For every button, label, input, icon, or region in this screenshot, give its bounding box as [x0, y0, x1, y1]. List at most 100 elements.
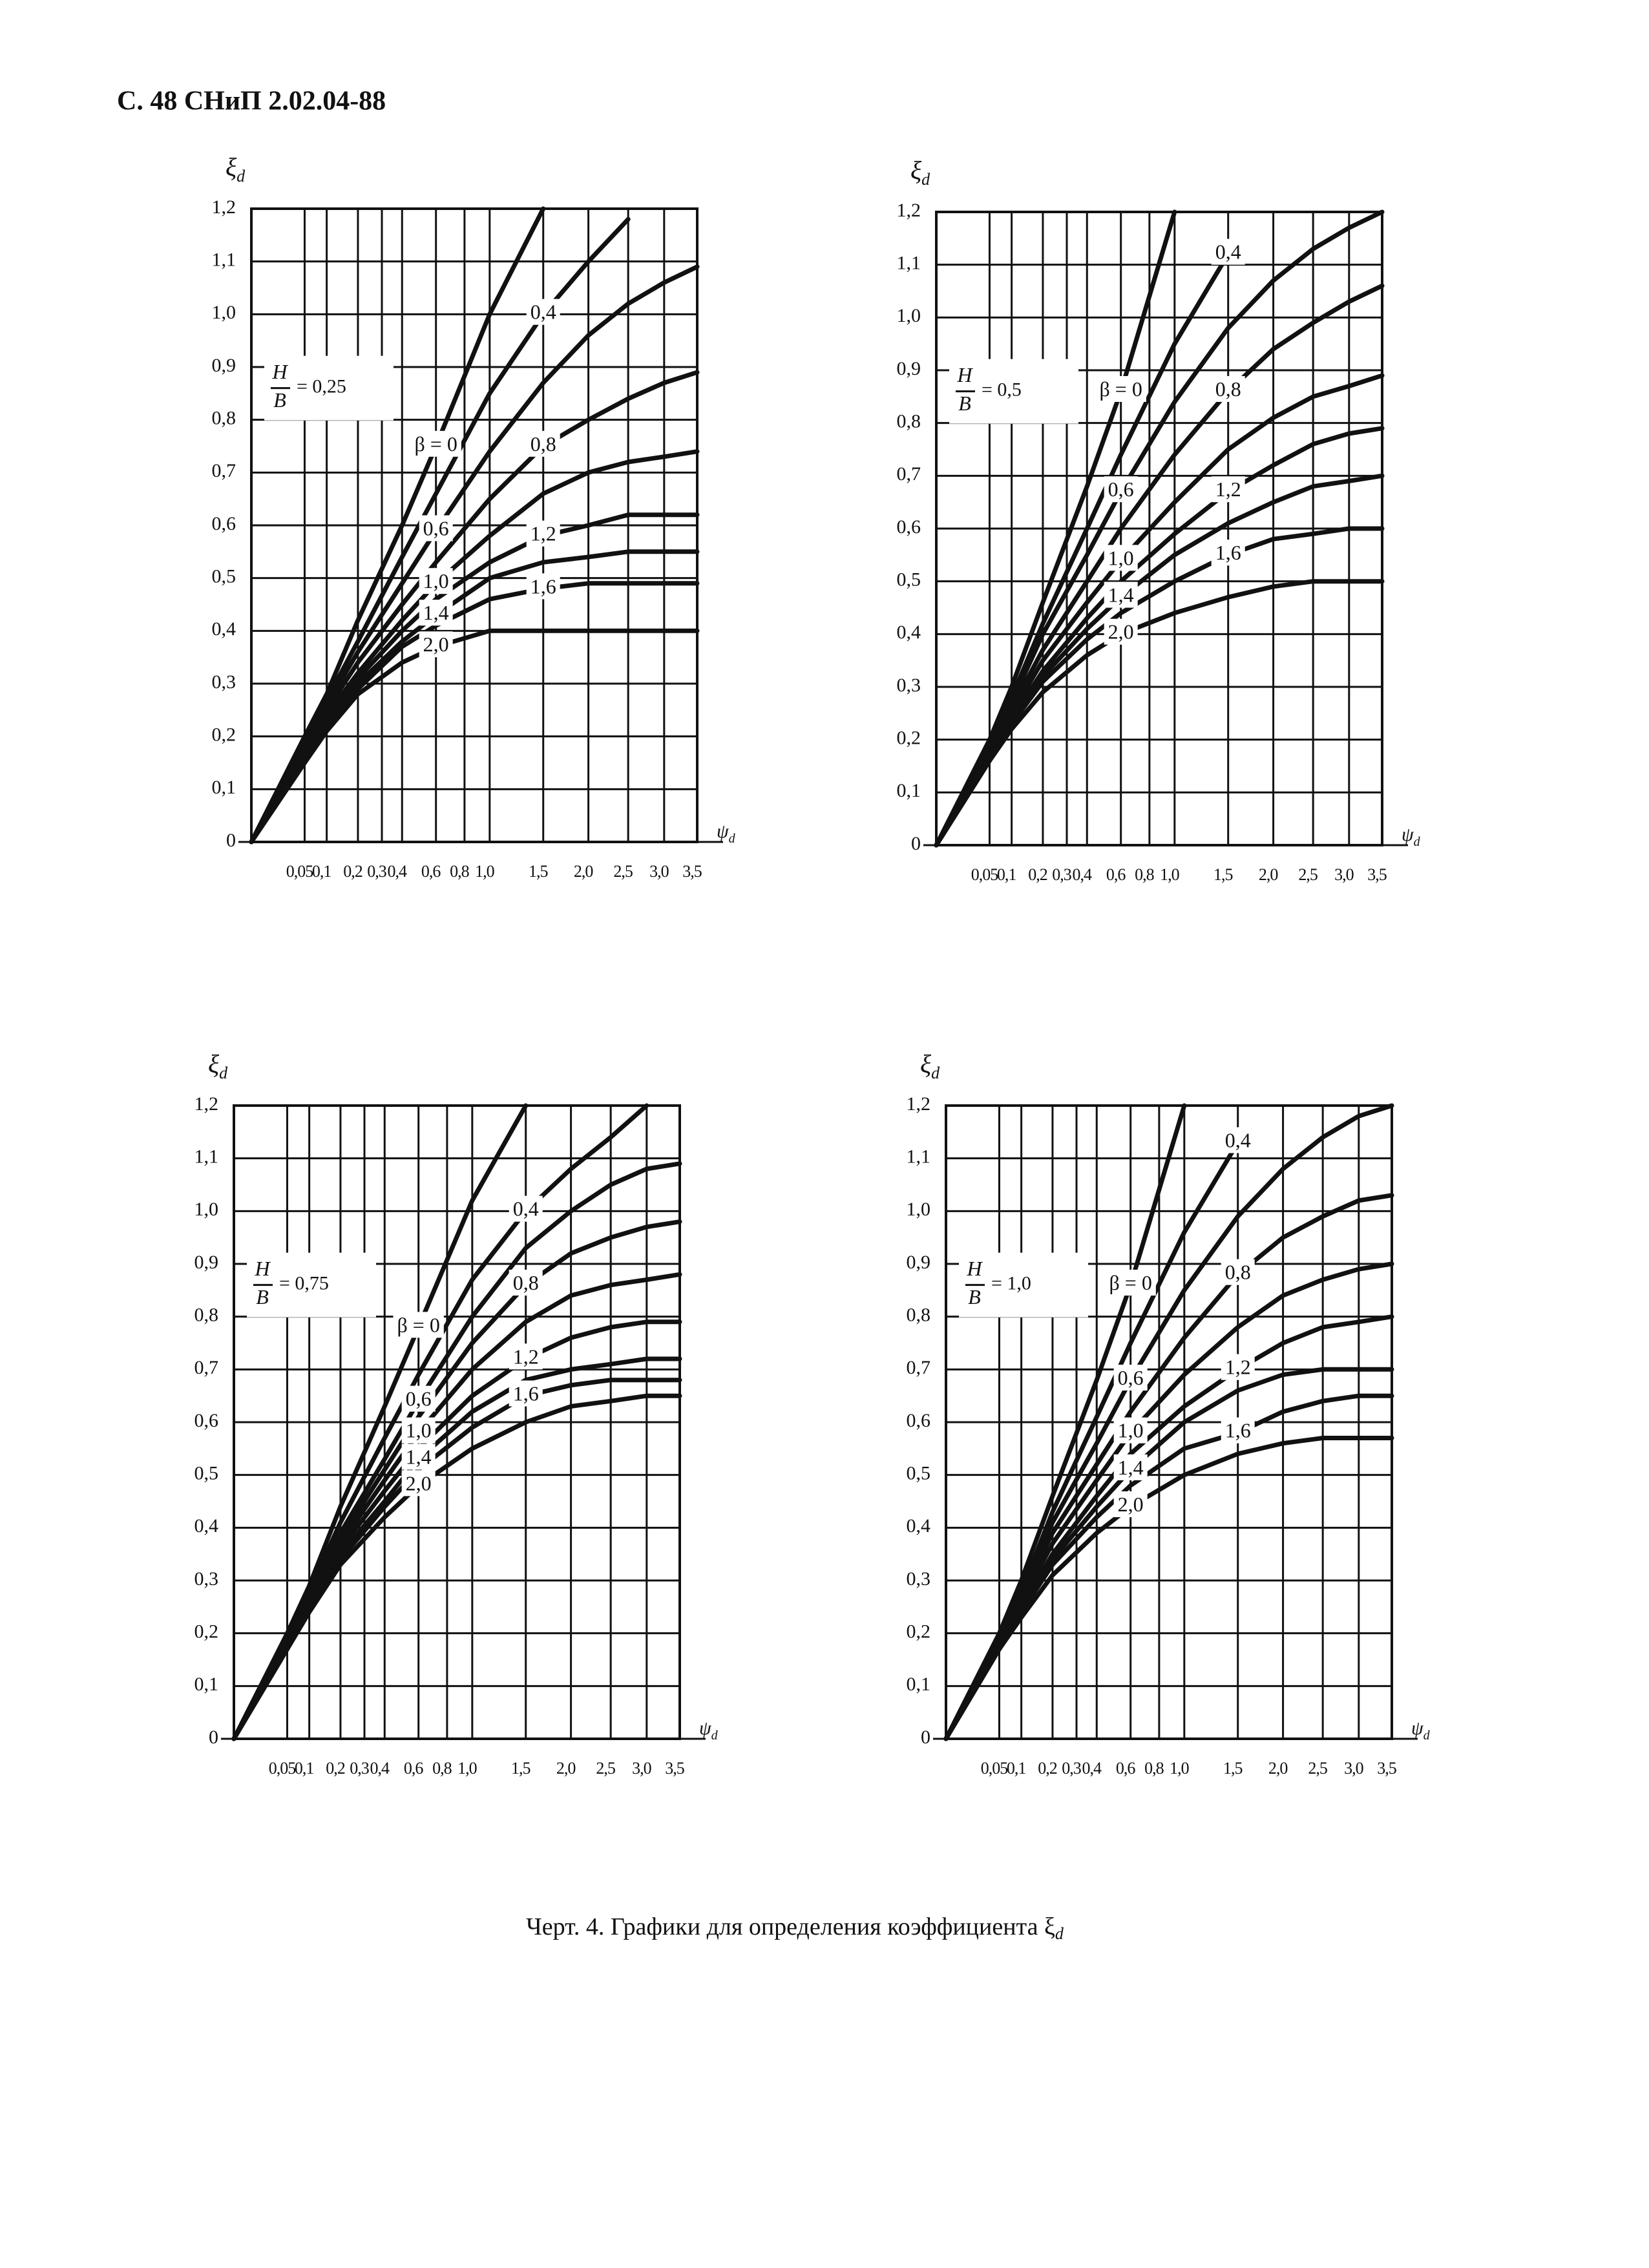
x-tick-label: 3,0	[1334, 865, 1354, 884]
x-tick-label: 2,0	[1259, 865, 1279, 884]
x-tick-label: 0,3	[1062, 1759, 1081, 1778]
curve-label-bg	[393, 1312, 444, 1338]
annotation-denominator: B	[273, 388, 286, 412]
x-tick-label: 0,05	[269, 1759, 296, 1778]
x-tick-label: 0,2	[1038, 1759, 1057, 1778]
chart: 00,10,20,30,40,50,60,70,80,91,01,11,20,0…	[907, 1049, 1431, 1778]
x-tick-label: 0,3	[1052, 865, 1071, 884]
curve-label: 1,4	[406, 1445, 432, 1469]
chart: 00,10,20,30,40,50,60,70,80,91,01,11,20,0…	[212, 152, 736, 881]
y-tick-label: 1,2	[897, 200, 921, 221]
curve	[249, 581, 700, 845]
curve-label: 2,0	[406, 1471, 432, 1495]
y-tick-label: 0,8	[194, 1305, 219, 1326]
y-tick-label: 1,0	[212, 302, 236, 323]
y-axis-label: ξd	[208, 1049, 228, 1082]
y-tick-label: 0,4	[212, 618, 236, 640]
y-axis-symbol: ξ	[920, 1049, 932, 1078]
y-tick-label: 0,7	[907, 1357, 931, 1378]
x-axis-symbol: ψ	[1411, 1717, 1424, 1739]
curve-label-bg	[1113, 1454, 1148, 1480]
y-tick-label: 0,3	[897, 675, 921, 696]
curve-label-bg	[401, 1444, 436, 1470]
curve	[934, 373, 1385, 848]
curve	[249, 216, 631, 845]
x-tick-label: 2,5	[596, 1759, 615, 1778]
y-tick-label: 0,9	[194, 1252, 219, 1273]
y-tick-label: 0,6	[897, 516, 921, 538]
curve	[249, 628, 700, 845]
y-tick-label: 0,8	[212, 408, 236, 429]
x-tick-label: 0,1	[1007, 1759, 1026, 1778]
annotation-numerator: H	[254, 1257, 271, 1280]
y-tick-label: 0,6	[194, 1410, 219, 1431]
curve-label: 0,6	[423, 517, 449, 540]
y-tick-label: 1,0	[907, 1199, 931, 1220]
y-tick-label: 0,9	[897, 358, 921, 379]
annotation-denominator: B	[958, 392, 971, 415]
y-axis-subscript: d	[931, 1064, 940, 1082]
page-header: С. 48 СНиП 2.02.04-88	[117, 87, 386, 116]
annotation-text: = 1,0	[991, 1273, 1031, 1294]
y-tick-label: 0,6	[212, 513, 236, 534]
curve-label-bg	[509, 1343, 543, 1370]
curve-label: 0,6	[406, 1387, 432, 1411]
curve-label-bg	[509, 1380, 543, 1407]
curve-label: 1,4	[423, 601, 449, 624]
x-axis-label: ψd	[1411, 1717, 1431, 1743]
curve-label-bg	[526, 299, 560, 325]
curve	[249, 370, 700, 845]
curve-label-bg	[419, 515, 453, 541]
x-tick-label: 0,2	[1028, 865, 1047, 884]
curve-label: 1,2	[1225, 1356, 1251, 1379]
curve-label-bg	[526, 430, 560, 457]
caption-text: Черт. 4. Графики для определения коэффиц…	[526, 1913, 1055, 1940]
x-tick-label: 0,4	[388, 862, 408, 881]
x-tick-label: 0,1	[312, 862, 331, 881]
y-tick-label: 0	[911, 833, 921, 854]
x-axis-subscript: d	[1423, 1728, 1431, 1743]
curve-label-bg	[1221, 1259, 1255, 1285]
curve-label-bg	[1104, 582, 1138, 608]
curve-label: β = 0	[415, 432, 457, 456]
x-tick-label: 1,0	[1160, 865, 1180, 884]
y-tick-label: 0	[921, 1727, 930, 1748]
curve	[231, 1393, 682, 1741]
y-tick-label: 0,4	[194, 1515, 219, 1537]
curve-label-bg	[1104, 476, 1138, 503]
x-axis-subscript: d	[1414, 835, 1421, 849]
curve-label: 0,4	[513, 1197, 539, 1221]
y-tick-label: 0,4	[907, 1515, 931, 1537]
x-tick-label: 1,0	[1170, 1759, 1190, 1778]
curve-label: 0,6	[1108, 478, 1134, 501]
x-axis-subscript: d	[711, 1728, 719, 1743]
x-tick-label: 3,5	[1367, 865, 1387, 884]
curve-label-bg	[419, 631, 453, 658]
curve-label: 1,0	[1118, 1419, 1144, 1442]
x-axis-label: ψd	[717, 821, 736, 846]
curve	[249, 206, 546, 845]
y-tick-label: 0	[226, 830, 236, 851]
x-tick-label: 0,8	[432, 1759, 452, 1778]
y-tick-label: 0	[209, 1727, 218, 1748]
y-tick-label: 1,0	[897, 305, 921, 326]
curve-label: 0,8	[530, 432, 556, 456]
y-tick-label: 1,0	[194, 1199, 219, 1220]
curve	[943, 1193, 1394, 1741]
x-tick-label: 1,0	[475, 862, 495, 881]
curve-label: 1,0	[406, 1419, 432, 1442]
curve-label: β = 0	[397, 1313, 440, 1336]
curve-label-bg	[526, 573, 560, 600]
y-tick-label: 0,4	[897, 622, 921, 643]
y-tick-label: 0,7	[897, 463, 921, 485]
y-tick-label: 0,5	[194, 1463, 219, 1484]
curve	[934, 426, 1385, 848]
x-tick-label: 3,5	[682, 862, 702, 881]
x-tick-label: 3,0	[1344, 1759, 1364, 1778]
y-tick-label: 0,5	[907, 1463, 931, 1484]
y-tick-label: 0,1	[897, 780, 921, 801]
y-tick-label: 0,7	[212, 460, 236, 481]
y-tick-label: 1,1	[194, 1146, 219, 1168]
x-tick-label: 0,05	[286, 862, 313, 881]
curve-label: 0,8	[1215, 377, 1241, 401]
